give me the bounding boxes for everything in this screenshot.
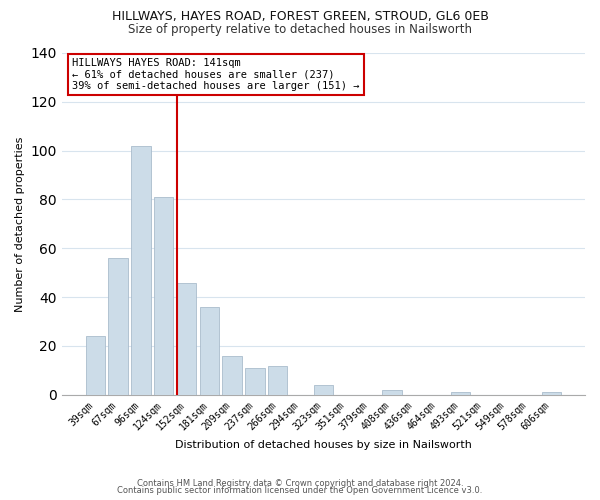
Text: Size of property relative to detached houses in Nailsworth: Size of property relative to detached ho…	[128, 22, 472, 36]
Bar	[154, 197, 173, 395]
Text: HILLWAYS, HAYES ROAD, FOREST GREEN, STROUD, GL6 0EB: HILLWAYS, HAYES ROAD, FOREST GREEN, STRO…	[112, 10, 488, 23]
Bar	[245, 368, 265, 395]
Bar	[223, 356, 242, 395]
Bar	[109, 258, 128, 395]
Text: Contains public sector information licensed under the Open Government Licence v3: Contains public sector information licen…	[118, 486, 482, 495]
Bar	[268, 366, 287, 395]
Bar	[200, 307, 219, 395]
Bar	[86, 336, 105, 395]
Text: Contains HM Land Registry data © Crown copyright and database right 2024.: Contains HM Land Registry data © Crown c…	[137, 478, 463, 488]
Text: HILLWAYS HAYES ROAD: 141sqm
← 61% of detached houses are smaller (237)
39% of se: HILLWAYS HAYES ROAD: 141sqm ← 61% of det…	[72, 58, 360, 92]
Bar	[177, 282, 196, 395]
Bar	[451, 392, 470, 395]
Bar	[131, 146, 151, 395]
Y-axis label: Number of detached properties: Number of detached properties	[15, 136, 25, 312]
Bar	[382, 390, 401, 395]
Bar	[542, 392, 561, 395]
Bar	[314, 385, 333, 395]
X-axis label: Distribution of detached houses by size in Nailsworth: Distribution of detached houses by size …	[175, 440, 472, 450]
